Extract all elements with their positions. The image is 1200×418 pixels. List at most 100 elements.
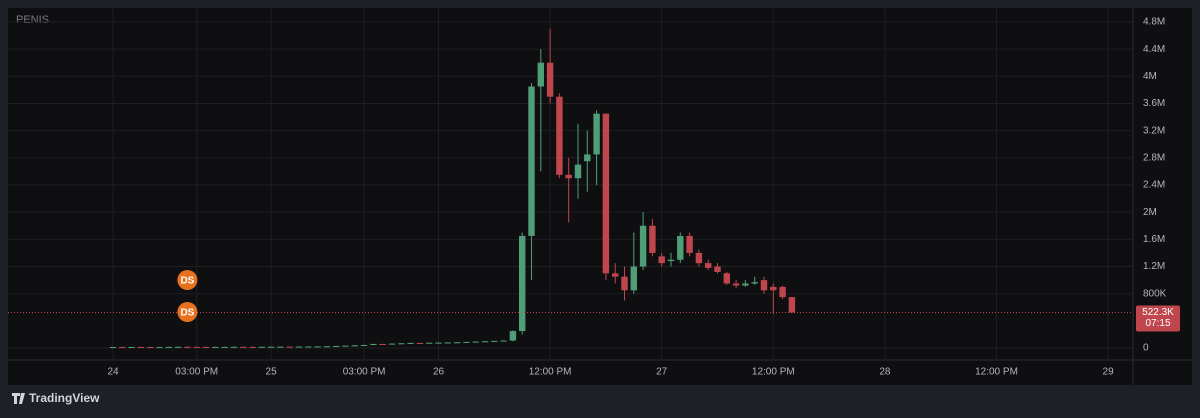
candle-body <box>221 346 228 348</box>
candle-body <box>277 346 284 348</box>
candle-body <box>732 283 740 286</box>
chart-panel <box>8 8 1192 385</box>
candle-body <box>584 154 591 162</box>
x-tick-label: 28 <box>879 367 891 378</box>
candle-body <box>109 347 117 349</box>
candle-body <box>491 340 498 342</box>
y-tick-label: 3.6M <box>1143 98 1165 109</box>
candle-body <box>370 343 377 345</box>
candle-body <box>444 342 451 344</box>
x-tick-label: 26 <box>433 367 445 378</box>
y-tick-label: 2M <box>1143 207 1157 218</box>
x-tick-label: 29 <box>1103 367 1115 378</box>
candle-body <box>295 346 303 348</box>
y-tick-label: 800K <box>1143 288 1167 299</box>
candle-body <box>472 341 479 343</box>
y-tick-label: 1.6M <box>1143 234 1165 245</box>
event-marker[interactable] <box>177 270 198 290</box>
candle-body <box>788 297 796 313</box>
x-tick-label: 03:00 PM <box>175 367 218 378</box>
candle-body <box>723 273 730 284</box>
candle-body <box>147 347 154 349</box>
candle-body <box>435 342 442 344</box>
candle-body <box>537 62 544 87</box>
candle-body <box>416 342 424 344</box>
chart-title: PENIS <box>16 14 49 26</box>
candle-body <box>202 346 210 348</box>
candle-body <box>453 342 461 344</box>
event-marker-label: DS <box>180 308 194 319</box>
candle-body <box>174 346 182 348</box>
candle-body <box>351 345 358 347</box>
candle-body <box>156 347 163 349</box>
candle-body <box>649 225 656 253</box>
y-tick-label: 3.2M <box>1143 125 1165 136</box>
candle-body <box>119 347 126 349</box>
candle-body <box>686 235 693 253</box>
y-tick-label: 0 <box>1143 343 1149 354</box>
candle-body <box>165 346 172 348</box>
x-tick-label: 25 <box>266 367 278 378</box>
candle-body <box>193 346 200 348</box>
candle-body <box>230 346 238 348</box>
candle-body <box>528 86 535 236</box>
y-tick-label: 4.4M <box>1143 44 1165 55</box>
candle-body <box>742 283 749 286</box>
candle-body <box>128 346 135 348</box>
candle-body <box>593 113 600 155</box>
candle-body <box>481 341 489 343</box>
candle-body <box>342 345 349 347</box>
candle-body <box>267 346 275 348</box>
candle-body <box>677 235 684 260</box>
x-tick-label: 12:00 PM <box>975 367 1018 378</box>
event-marker-label: DS <box>180 276 194 287</box>
x-tick-label: 27 <box>656 367 668 378</box>
candle-body <box>249 346 256 348</box>
candle-body <box>779 286 786 298</box>
candle-body <box>323 346 331 348</box>
candle-body <box>695 252 703 264</box>
candle-body <box>612 273 619 277</box>
candle-body <box>407 342 414 344</box>
candle-body <box>760 280 768 291</box>
x-tick-label: 24 <box>107 367 119 378</box>
brand-logo <box>12 393 25 404</box>
candle-body <box>137 346 145 348</box>
brand: TradingView <box>29 391 100 405</box>
candle-body <box>705 263 712 268</box>
candle-body <box>398 343 405 345</box>
candle-body <box>556 96 563 175</box>
candle-body <box>714 266 721 272</box>
y-tick-label: 2.8M <box>1143 152 1165 163</box>
y-tick-label: 2.4M <box>1143 180 1165 191</box>
candle-body <box>286 346 293 348</box>
candle-body <box>546 62 554 97</box>
countdown: 07:15 <box>1145 318 1170 329</box>
candle-body <box>639 225 647 267</box>
x-tick-label: 12:00 PM <box>529 367 572 378</box>
candle-body <box>388 343 396 345</box>
last-price-box <box>1136 305 1180 332</box>
candle-body <box>212 346 219 348</box>
candle-body <box>621 276 628 291</box>
y-tick-label: 4M <box>1143 71 1157 82</box>
candle-body <box>305 346 312 348</box>
candle-body <box>360 344 368 346</box>
candle-body <box>258 346 265 348</box>
last-price-label: 522.3K <box>1142 307 1174 318</box>
candle-body <box>667 259 675 262</box>
candle-body <box>630 266 637 291</box>
candle-body <box>565 174 572 179</box>
candle-body <box>314 346 321 348</box>
event-marker[interactable] <box>177 302 198 322</box>
candle-body <box>463 341 470 343</box>
candle-body <box>500 340 507 342</box>
candle-body <box>574 164 582 179</box>
x-tick-label: 12:00 PM <box>752 367 795 378</box>
candle-body <box>751 282 758 284</box>
candle-body <box>519 235 526 332</box>
candle-body <box>509 331 517 341</box>
candle-body <box>602 113 610 274</box>
candle-body <box>379 343 386 345</box>
y-tick-label: 4.8M <box>1143 17 1165 28</box>
